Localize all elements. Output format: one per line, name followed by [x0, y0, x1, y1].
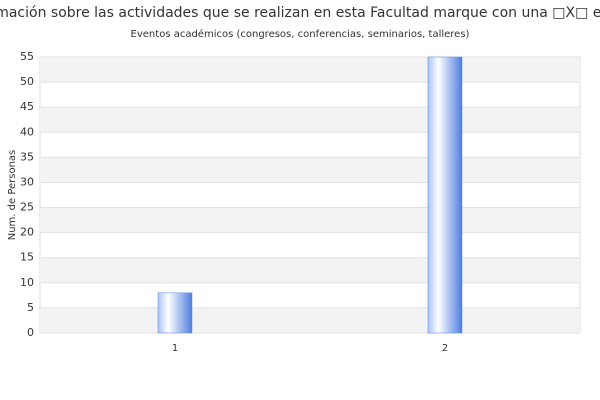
plot-area: [39, 56, 581, 334]
grid-band: [40, 157, 580, 183]
y-tick-label: 5: [27, 301, 34, 314]
x-tick-label: 1: [172, 343, 178, 354]
y-tick-label: 55: [20, 50, 34, 63]
grid-band: [40, 57, 580, 83]
chart-title: formación sobre las actividades que se r…: [0, 5, 600, 21]
bar: [157, 292, 193, 334]
y-tick-label: 25: [20, 201, 34, 214]
bar: [427, 56, 463, 334]
grid-band: [40, 257, 580, 283]
grid-band: [40, 307, 580, 333]
y-tick-label: 50: [20, 75, 34, 88]
y-tick-label: 45: [20, 100, 34, 113]
y-tick-label: 20: [20, 226, 34, 239]
grid-band: [40, 207, 580, 233]
y-tick-label: 35: [20, 150, 34, 163]
grid-band: [40, 107, 580, 133]
y-tick-label: 0: [27, 326, 34, 339]
x-tick-label: 2: [442, 343, 448, 354]
y-tick-label: 10: [20, 276, 34, 289]
y-tick-label: 40: [20, 125, 34, 138]
y-axis-label: Num. de Personas: [7, 150, 18, 241]
chart-subtitle: Eventos académicos (congresos, conferenc…: [131, 28, 470, 40]
bands: [39, 56, 581, 334]
y-tick-label: 30: [20, 175, 34, 188]
y-tick-label: 15: [20, 251, 34, 264]
